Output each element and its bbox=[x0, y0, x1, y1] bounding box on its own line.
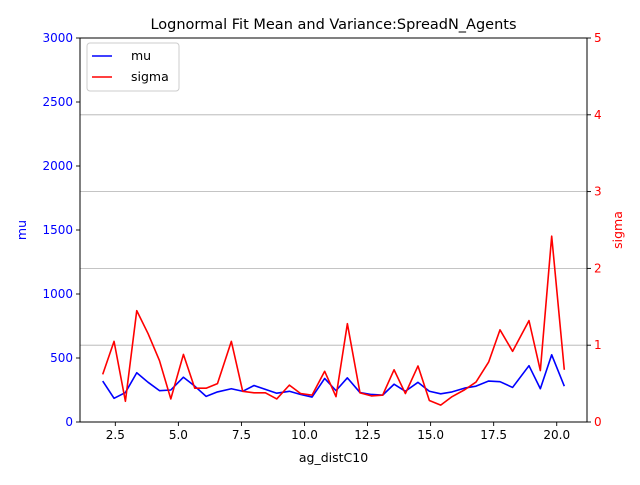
legend-box bbox=[86, 42, 180, 92]
chart-title: Lognormal Fit Mean and Variance:SpreadN_… bbox=[150, 17, 516, 33]
x-tick-label: 15.0 bbox=[417, 428, 444, 442]
x-tick-label: 20.0 bbox=[543, 428, 570, 442]
y-axis-left: 0 500 1000 1500 2000 2500 3000 bbox=[42, 31, 80, 429]
y-left-tick-label: 2000 bbox=[42, 159, 73, 173]
plot-frame bbox=[79, 37, 588, 423]
legend: mu sigma bbox=[86, 42, 180, 92]
y-left-tick-label: 0 bbox=[65, 415, 73, 429]
y-right-tick-label: 4 bbox=[594, 108, 602, 122]
x-tick-label: 10.0 bbox=[291, 428, 318, 442]
y-right-tick-label: 3 bbox=[594, 185, 602, 199]
x-tick-label: 2.5 bbox=[106, 428, 125, 442]
y-right-tick-label: 5 bbox=[594, 31, 602, 45]
series-layer bbox=[101, 235, 566, 406]
y-right-tick-label: 0 bbox=[594, 415, 602, 429]
y-left-tick-label: 500 bbox=[50, 351, 73, 365]
grid-layer bbox=[80, 114, 587, 346]
y-axis-right-label: sigma bbox=[610, 211, 625, 249]
y-left-tick-label: 3000 bbox=[42, 31, 73, 45]
legend-label-sigma: sigma bbox=[131, 69, 169, 84]
legend-label-mu: mu bbox=[131, 48, 151, 63]
x-tick-label: 5.0 bbox=[169, 428, 188, 442]
x-axis-label: ag_distC10 bbox=[299, 450, 368, 465]
series-line-sigma bbox=[101, 235, 566, 406]
x-tick-label: 17.5 bbox=[480, 428, 507, 442]
x-axis: 2.5 5.0 7.5 10.0 12.5 15.0 17.5 20.0 bbox=[106, 422, 570, 442]
y-left-tick-label: 1000 bbox=[42, 287, 73, 301]
y-axis-right: 0 1 2 3 4 5 bbox=[587, 31, 602, 429]
y-right-tick-label: 2 bbox=[594, 261, 602, 275]
x-tick-label: 12.5 bbox=[354, 428, 381, 442]
y-axis-left-label: mu bbox=[14, 220, 29, 240]
y-right-tick-label: 1 bbox=[594, 338, 602, 352]
x-tick-label: 7.5 bbox=[232, 428, 251, 442]
y-left-tick-label: 2500 bbox=[42, 95, 73, 109]
y-left-tick-label: 1500 bbox=[42, 223, 73, 237]
